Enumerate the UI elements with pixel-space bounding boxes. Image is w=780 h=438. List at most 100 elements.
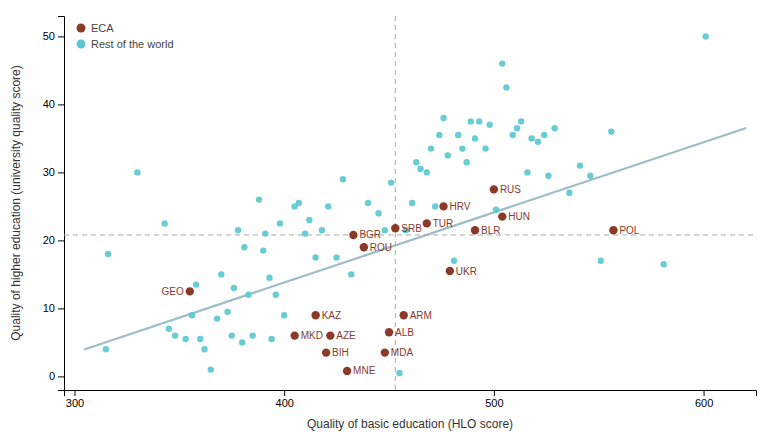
x-tick: 400 [276, 390, 294, 409]
point [499, 60, 505, 66]
point [503, 84, 509, 90]
point [535, 139, 541, 145]
point [273, 292, 279, 298]
point [468, 118, 474, 124]
x-tick-label: 600 [695, 397, 713, 409]
point [218, 271, 224, 277]
point [166, 326, 172, 332]
y-tick-label: 50 [43, 30, 55, 42]
point [432, 203, 438, 209]
point [161, 220, 167, 226]
point [186, 287, 194, 295]
point-label: BGR [359, 229, 381, 240]
point-label: GEO [162, 286, 184, 297]
point [302, 230, 308, 236]
point [490, 185, 498, 193]
point [214, 315, 220, 321]
point [193, 281, 199, 287]
series-points [186, 185, 618, 375]
point [224, 309, 230, 315]
point [451, 258, 457, 264]
point [326, 331, 334, 339]
y-tick-label: 40 [43, 98, 55, 110]
point [239, 339, 245, 345]
point-label: UKR [456, 266, 477, 277]
point [250, 332, 256, 338]
y-tick-mark [58, 308, 64, 309]
y-tick-mark [58, 240, 64, 241]
point [256, 196, 262, 202]
marks [64, 16, 756, 390]
point [340, 176, 346, 182]
point-label: BLR [481, 225, 500, 236]
point [493, 207, 499, 213]
legend: ECA Rest of the world [77, 22, 174, 50]
y-axis: 01020304050 [43, 17, 65, 391]
point-label: ROU [370, 242, 392, 253]
point [365, 200, 371, 206]
y-tick-mark [58, 172, 64, 173]
point [391, 224, 399, 232]
point [439, 202, 447, 210]
point [189, 312, 195, 318]
point-label: SRB [401, 223, 422, 234]
point [312, 254, 318, 260]
point [385, 328, 393, 336]
legend-marker [77, 40, 86, 49]
point [518, 118, 524, 124]
point-label: MDA [391, 347, 414, 358]
series-points [103, 33, 709, 376]
point [134, 169, 140, 175]
point [277, 220, 283, 226]
x-tick-mark [284, 390, 285, 396]
point [105, 251, 111, 257]
point [702, 33, 708, 39]
x-axis-title: Quality of basic education (HLO score) [307, 417, 513, 431]
y-tick: 30 [43, 166, 64, 178]
point-label: BIH [332, 347, 349, 358]
point-label: TUR [433, 218, 454, 229]
y-tick-label: 0 [49, 370, 55, 382]
point [262, 230, 268, 236]
point [400, 311, 408, 319]
x-axis-line [65, 391, 757, 397]
y-axis-line [58, 17, 65, 391]
point [382, 227, 388, 233]
point [229, 332, 235, 338]
point [381, 348, 389, 356]
point [325, 203, 331, 209]
point [609, 226, 617, 234]
point [455, 132, 461, 138]
legend-label: Rest of the world [91, 38, 174, 50]
point [197, 336, 203, 342]
point [524, 169, 530, 175]
point [375, 210, 381, 216]
point [413, 159, 419, 165]
x-tick: 500 [485, 390, 503, 409]
point [281, 312, 287, 318]
point [388, 179, 394, 185]
point [445, 152, 451, 158]
y-tick-mark [58, 376, 64, 377]
point-labels: GEOKAZMKDAZEALBBIHMDAMNEARMUKRBGRROUSRBT… [162, 184, 640, 377]
point [551, 125, 557, 131]
point [566, 190, 572, 196]
point [103, 346, 109, 352]
legend-item: ECA [77, 22, 115, 34]
point [423, 219, 431, 227]
point [201, 346, 207, 352]
y-tick-mark [58, 104, 64, 105]
legend-marker [77, 24, 86, 33]
point [306, 217, 312, 223]
point [245, 292, 251, 298]
x-tick: 600 [695, 390, 713, 409]
legend-label: ECA [91, 22, 114, 34]
point [424, 169, 430, 175]
y-tick-mark [58, 36, 64, 37]
point [296, 200, 302, 206]
point-label: KAZ [322, 310, 341, 321]
point [459, 145, 465, 151]
y-tick-label: 20 [43, 234, 55, 246]
point [266, 275, 272, 281]
y-tick-label: 30 [43, 166, 55, 178]
